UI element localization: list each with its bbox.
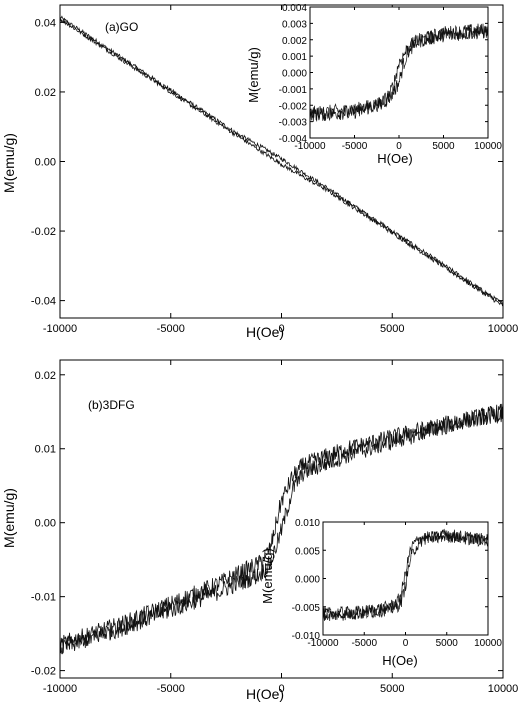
x-tick-label: -5000 [342, 141, 368, 152]
y-tick-label: -0.02 [31, 226, 56, 238]
x-tick-label: 5000 [380, 323, 404, 335]
panel-a-y-axis-label: M(emu/g) [1, 133, 17, 193]
y-tick-label: 0.010 [295, 518, 320, 529]
y-tick-label: -0.004 [279, 134, 308, 145]
x-tick-label: -5000 [157, 683, 185, 695]
x-tick-label: 0 [403, 638, 409, 649]
x-tick-label: -10000 [43, 323, 77, 335]
panel-a-inset-x-axis-label: H(Oe) [377, 151, 412, 166]
panel-a-inset-plot: H(Oe) M(emu/g) -10000 -5000 0 5000 10000 -0.0… [246, 3, 502, 166]
panel-a-main-plot: (a)GO H(Oe) M(emu/g) -10000 -5000 0 5000 100… [1, 4, 519, 340]
x-tick-label: 10000 [488, 683, 519, 695]
panel-b-inset-y-axis-label: M(emu/g) [260, 548, 275, 604]
y-tick-label: -0.04 [31, 296, 56, 308]
x-tick-label: -5000 [351, 638, 377, 649]
y-tick-label: -0.02 [31, 666, 56, 678]
panel-b-inset-x-axis-label: H(Oe) [382, 653, 417, 668]
y-tick-label: 0.01 [35, 444, 56, 456]
x-tick-label: 5000 [380, 683, 404, 695]
x-tick-label: 10000 [474, 141, 502, 152]
x-tick-label: 0 [278, 323, 284, 335]
y-tick-label: -0.010 [292, 631, 321, 642]
y-tick-label: -0.005 [292, 603, 321, 614]
x-tick-label: 0 [278, 683, 284, 695]
panel-b-inset-plot: H(Oe) M(emu/g) -10000 -5000 0 5000 10000 -0.0… [260, 518, 502, 668]
x-tick-label: -10000 [294, 141, 326, 152]
panel-a-inset-y-axis-label: M(emu/g) [246, 47, 261, 103]
y-tick-label: -0.003 [279, 118, 308, 129]
y-tick-label: 0.000 [295, 575, 320, 586]
y-tick-label: 0.02 [35, 370, 56, 382]
x-tick-label: 10000 [474, 638, 502, 649]
y-tick-label: 0.04 [35, 17, 56, 29]
x-tick-label: 10000 [488, 323, 519, 335]
series-line-2 [59, 406, 504, 655]
x-tick-label: -10000 [307, 638, 339, 649]
panel-b-y-axis-label: M(emu/g) [1, 488, 17, 548]
series-line-2 [59, 18, 504, 307]
series-line-2 [322, 528, 489, 623]
y-tick-label: -0.002 [279, 101, 308, 112]
panel-a-x-axis-label: H(Oe) [246, 324, 284, 340]
y-tick-label: -0.001 [279, 85, 308, 96]
y-tick-label: 0.001 [282, 52, 307, 63]
panel-b-x-axis-label: H(Oe) [246, 686, 284, 702]
y-tick-label: 0.004 [282, 3, 307, 14]
y-tick-label: 0.002 [282, 36, 307, 47]
panel-a-annotation: (a)GO [105, 20, 138, 34]
series-line-2 [309, 24, 489, 122]
x-tick-label: 5000 [436, 638, 459, 649]
panel-b-annotation: (b)3DFG [88, 398, 135, 412]
y-tick-label: -0.01 [31, 592, 56, 604]
x-tick-label: 5000 [432, 141, 455, 152]
y-tick-label: 0.005 [295, 546, 320, 557]
y-tick-label: 0.00 [35, 157, 56, 169]
panel-b-main-plot: (b)3DFG H(Oe) M(emu/g) -10000 -5000 0 5000 1… [1, 359, 519, 702]
y-tick-label: 0.00 [35, 518, 56, 530]
x-tick-label: 0 [396, 141, 402, 152]
y-tick-label: 0.02 [35, 87, 56, 99]
x-tick-label: -5000 [157, 323, 185, 335]
x-tick-label: -10000 [43, 683, 77, 695]
y-tick-label: 0.000 [282, 69, 307, 80]
y-tick-label: 0.003 [282, 19, 307, 30]
